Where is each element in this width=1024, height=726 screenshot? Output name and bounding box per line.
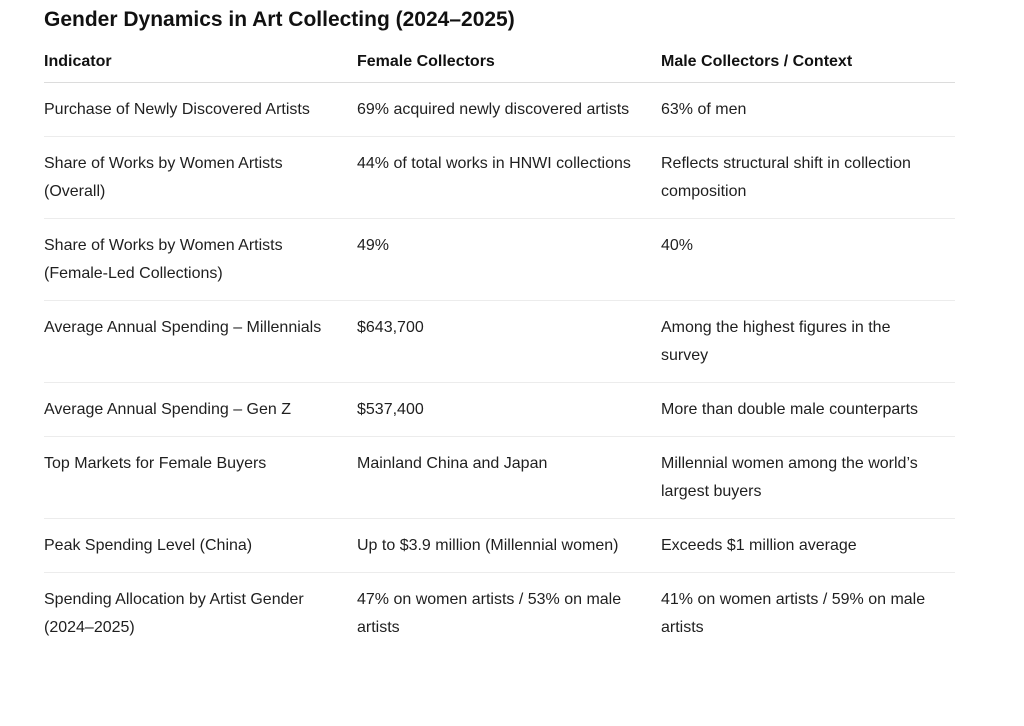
- table-row: Average Annual Spending – Millennials $64…: [44, 300, 955, 383]
- table-row: Top Markets for Female Buyers Mainland Ch…: [44, 436, 955, 519]
- table-row: Average Annual Spending – Gen Z $537,400 M…: [44, 382, 955, 437]
- table-cell: Spending Allocation by Artist Gender (20…: [44, 591, 304, 636]
- table-cell: 49%: [357, 218, 661, 301]
- table-cell: Mainland China and Japan: [357, 436, 661, 519]
- table-cell: 44% of total works in HNWI collections: [357, 136, 661, 219]
- table-row: Spending Allocation by Artist Gender (20…: [44, 573, 955, 655]
- table-cell: Millennial women among the world’s large…: [661, 436, 955, 519]
- column-header: Female Collectors: [357, 44, 661, 83]
- table-cell: Share of Works by Women Artists (Overall…: [44, 136, 357, 219]
- table-row: Share of Works by Women Artists (Overall…: [44, 136, 955, 219]
- table-cell: More than double male counterparts: [661, 382, 955, 437]
- table-cell: Share of Works by Women Artists (Female-…: [44, 218, 357, 301]
- column-header: Male Collectors / Context: [661, 44, 955, 83]
- table-cell: 47% on women artists / 53% on male artis…: [357, 591, 622, 636]
- table-cell: Average Annual Spending – Gen Z: [44, 382, 357, 437]
- table-row: Purchase of Newly Discovered Artists 69% …: [44, 82, 955, 137]
- title: Gender Dynamics in Art Collecting (2024–…: [44, 8, 515, 31]
- table-cell: Peak Spending Level (China): [44, 518, 357, 573]
- table-cell: 40%: [661, 218, 955, 301]
- table-cell: 63% of men: [661, 82, 955, 137]
- table-cell: Up to $3.9 million (Millennial women): [357, 518, 661, 573]
- table-cell: $537,400: [357, 382, 661, 437]
- table-cell: 41% on women artists / 59% on male artis…: [661, 591, 926, 636]
- table-cell: Reflects structural shift in collection …: [661, 136, 955, 219]
- header-row: Indicator Female Collectors Male Collector…: [44, 44, 955, 83]
- table-cell: 69% acquired newly discovered artists: [357, 82, 661, 137]
- table-cell: Top Markets for Female Buyers: [44, 436, 357, 519]
- column-header: Indicator: [44, 44, 357, 83]
- table-cell: Purchase of Newly Discovered Artists: [44, 82, 357, 137]
- table-cell: $643,700: [357, 300, 661, 383]
- data-table: Indicator Female Collectors Male Collector…: [44, 44, 955, 654]
- table-cell: Average Annual Spending – Millennials: [44, 300, 357, 383]
- table-row: Peak Spending Level (China) Up to $3.9 mi…: [44, 518, 955, 573]
- table-cell: Among the highest figures in the survey: [661, 300, 955, 383]
- table-cell: Exceeds $1 million average: [661, 518, 955, 573]
- table-row: Share of Works by Women Artists (Female-…: [44, 218, 955, 301]
